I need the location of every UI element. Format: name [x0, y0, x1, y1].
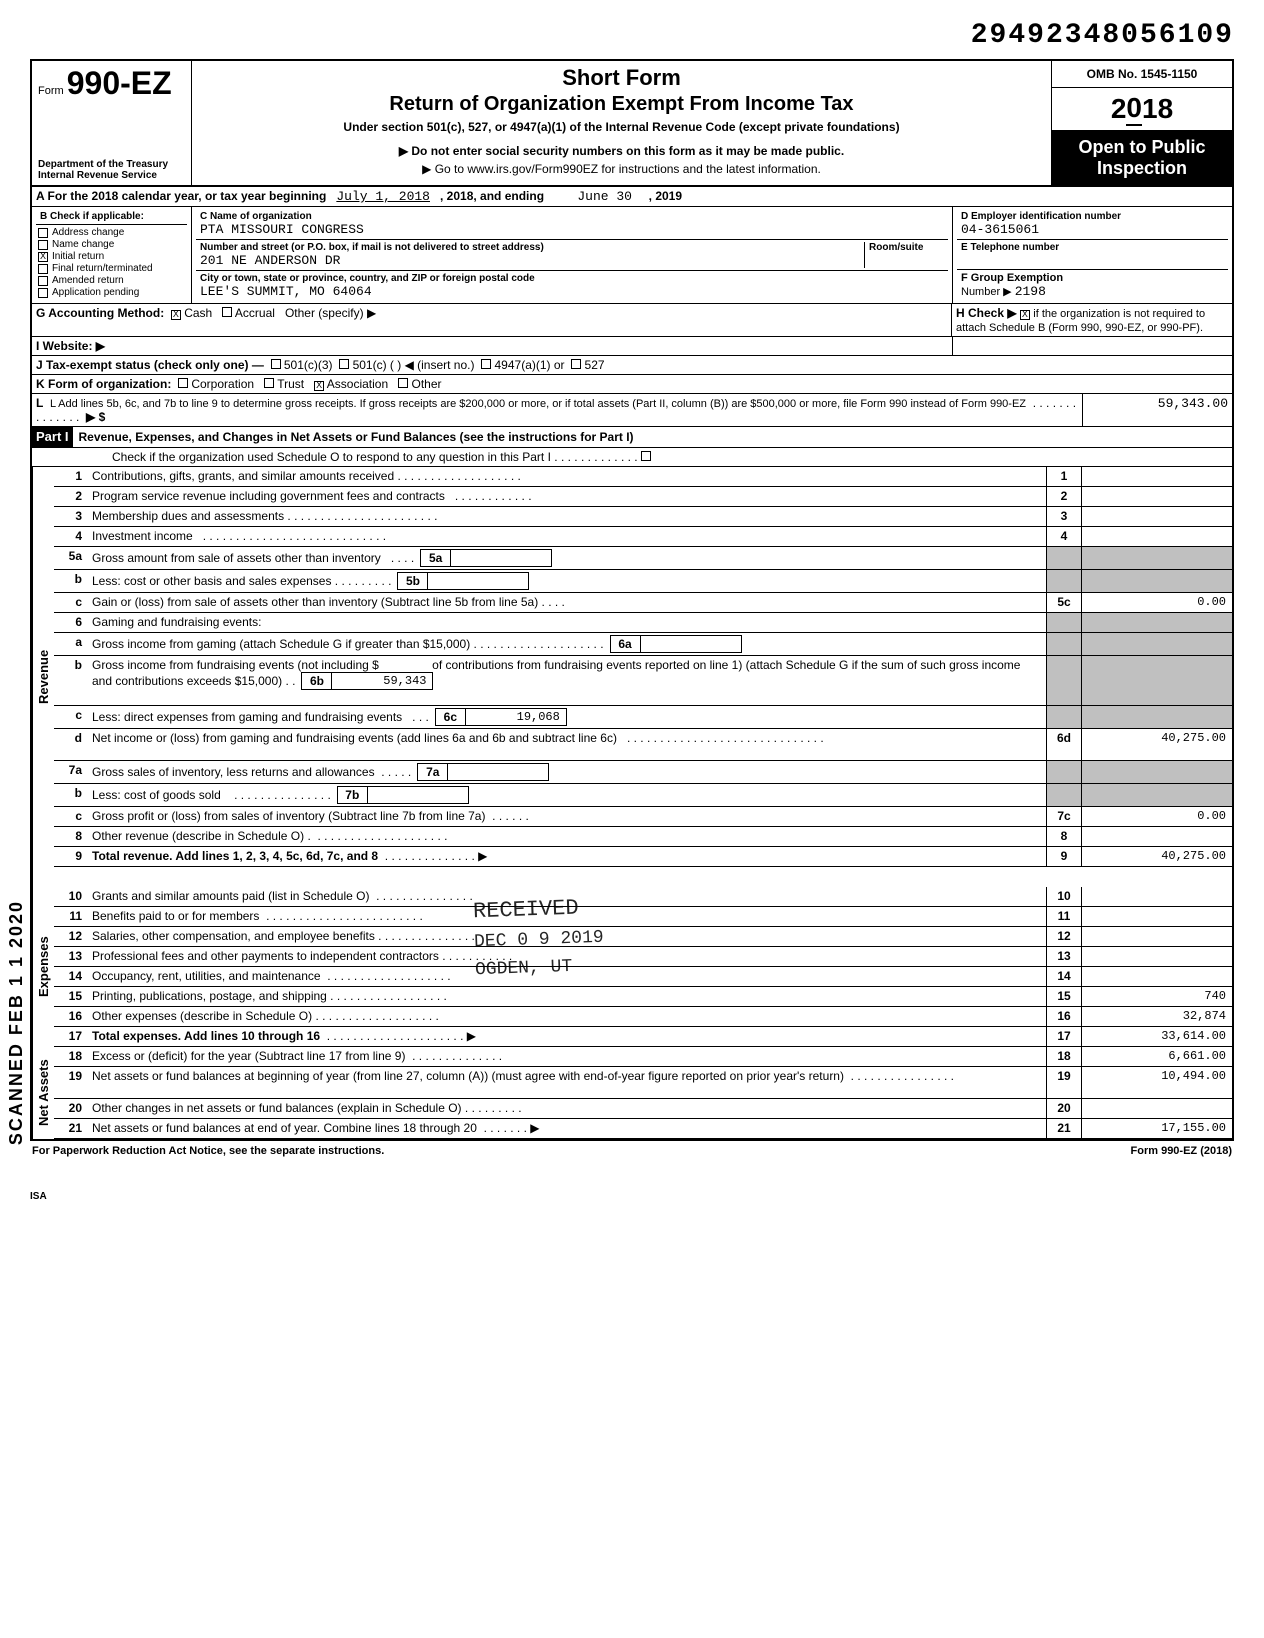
chk-501c3[interactable]: [271, 359, 281, 369]
form-name: Form 990-EZ: [38, 65, 185, 102]
document-number: 29492348056109: [30, 20, 1234, 51]
dept-treasury: Department of the Treasury Internal Reve…: [38, 159, 185, 181]
chk-501c[interactable]: [339, 359, 349, 369]
part-1-check: Check if the organization used Schedule …: [32, 448, 1232, 466]
form-subtitle: Under section 501(c), 527, or 4947(a)(1)…: [200, 120, 1043, 134]
chk-address-change[interactable]: [38, 228, 48, 238]
gross-receipts: 59,343.00: [1082, 394, 1232, 426]
isa-mark: ISA: [30, 1191, 1234, 1202]
side-revenue: Revenue: [32, 467, 54, 887]
val-6b: 59,343: [332, 673, 432, 689]
val-6c: 19,068: [466, 709, 566, 725]
chk-corp[interactable]: [178, 378, 188, 388]
form-title-return: Return of Organization Exempt From Incom…: [200, 93, 1043, 116]
org-city: LEE'S SUMMIT, MO 64064: [200, 284, 944, 299]
side-expenses: Expenses: [32, 887, 54, 1047]
chk-cash[interactable]: X: [171, 310, 181, 320]
val-21: 17,155.00: [1082, 1119, 1232, 1138]
scanned-stamp: SCANNED FEB 1 1 2020: [6, 900, 27, 1145]
part-1-header: Part I: [32, 427, 73, 447]
chk-other-org[interactable]: [398, 378, 408, 388]
chk-trust[interactable]: [264, 378, 274, 388]
group-exemption: 2198: [1015, 284, 1046, 299]
chk-app-pending[interactable]: [38, 288, 48, 298]
website: I Website: ▶: [36, 339, 105, 353]
val-9: 40,275.00: [1082, 847, 1232, 866]
form-header: Form 990-EZ Department of the Treasury I…: [32, 61, 1232, 187]
form-title-short: Short Form: [200, 65, 1043, 91]
chk-initial-return[interactable]: X: [38, 252, 48, 262]
section-def: D Employer identification number 04-3615…: [952, 207, 1232, 303]
section-c-org-info: C Name of organization PTA MISSOURI CONG…: [192, 207, 952, 303]
part-1-title: Revenue, Expenses, and Changes in Net As…: [73, 427, 1232, 447]
val-19: 10,494.00: [1082, 1067, 1232, 1098]
ein: 04-3615061: [961, 222, 1224, 237]
val-6d: 40,275.00: [1082, 729, 1232, 760]
val-16: 32,874: [1082, 1007, 1232, 1026]
chk-assoc[interactable]: X: [314, 381, 324, 391]
irs-link: ▶ Go to www.irs.gov/Form990EZ for instru…: [200, 162, 1043, 176]
val-17: 33,614.00: [1082, 1027, 1232, 1046]
chk-accrual[interactable]: [222, 307, 232, 317]
side-net-assets: Net Assets: [32, 1047, 54, 1139]
tax-year: 20201818: [1052, 88, 1232, 131]
val-7c: 0.00: [1082, 807, 1232, 826]
chk-name-change[interactable]: [38, 240, 48, 250]
part-1-body: Revenue 1Contributions, gifts, grants, a…: [32, 467, 1232, 887]
chk-final-return[interactable]: [38, 264, 48, 274]
org-address: 201 NE ANDERSON DR: [200, 253, 864, 268]
val-5c: 0.00: [1082, 593, 1232, 612]
chk-4947[interactable]: [481, 359, 491, 369]
footer: For Paperwork Reduction Act Notice, see …: [30, 1141, 1234, 1161]
chk-schedule-o[interactable]: [641, 451, 651, 461]
val-15: 740: [1082, 987, 1232, 1006]
form-990ez: Form 990-EZ Department of the Treasury I…: [30, 59, 1234, 1141]
line-a-tax-year: A For the 2018 calendar year, or tax yea…: [32, 187, 1232, 207]
ssn-warning: ▶ Do not enter social security numbers o…: [200, 144, 1043, 158]
chk-schedule-b[interactable]: X: [1020, 310, 1030, 320]
chk-527[interactable]: [571, 359, 581, 369]
open-to-public: Open to Public Inspection: [1052, 131, 1232, 185]
chk-amended[interactable]: [38, 276, 48, 286]
section-b-checkboxes: B Check if applicable: Address change Na…: [32, 207, 192, 303]
val-18: 6,661.00: [1082, 1047, 1232, 1066]
omb-number: OMB No. 1545-1150: [1052, 61, 1232, 88]
org-name: PTA MISSOURI CONGRESS: [200, 222, 944, 237]
